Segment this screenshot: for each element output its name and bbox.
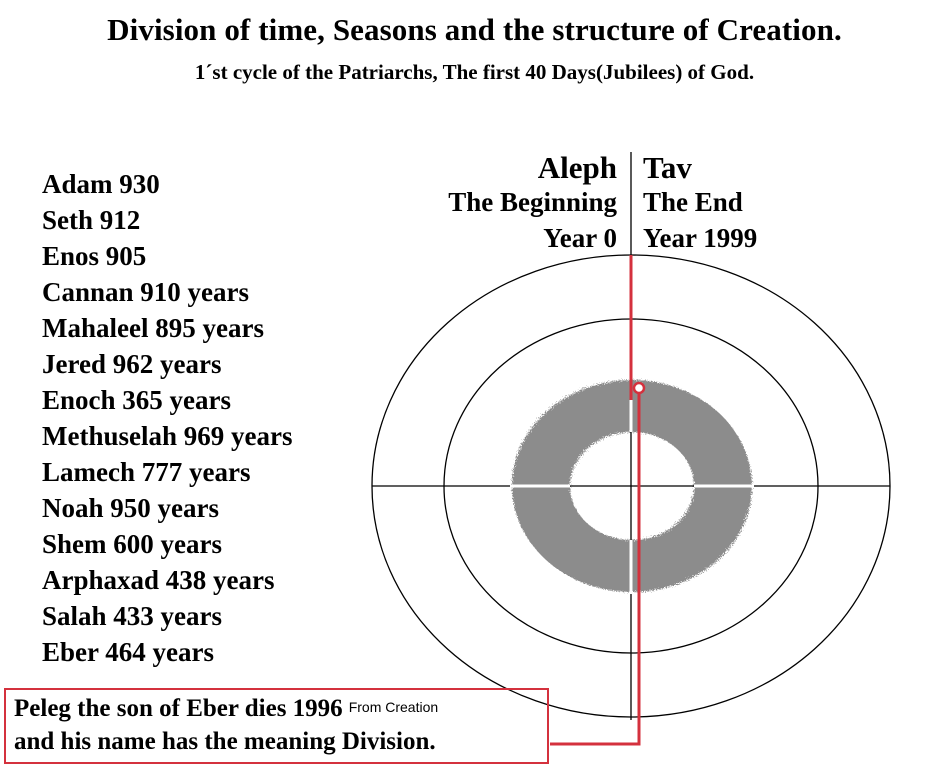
division-connector bbox=[550, 393, 641, 746]
patriarch-jered: Jered 962 years bbox=[42, 349, 222, 379]
tav-label: Tav bbox=[643, 150, 692, 185]
peleg-note-line1: Peleg the son of Eber dies 1996 From Crea… bbox=[14, 695, 438, 723]
aleph-label: Aleph bbox=[537, 150, 617, 185]
year-end-label: Year 1999 bbox=[643, 223, 758, 253]
beginning-label: The Beginning bbox=[448, 187, 617, 217]
patriarch-seth: Seth 912 bbox=[42, 205, 141, 235]
division-marker-dot bbox=[632, 381, 646, 395]
patriarch-enos: Enos 905 bbox=[42, 241, 147, 271]
patriarch-mahaleel: Mahaleel 895 years bbox=[42, 313, 264, 343]
patriarch-salah: Salah 433 years bbox=[42, 601, 223, 631]
patriarch-shem: Shem 600 years bbox=[42, 529, 222, 559]
patriarch-cannan: Cannan 910 years bbox=[42, 277, 250, 307]
year-start-label: Year 0 bbox=[543, 223, 617, 253]
from-creation-label: From Creation bbox=[348, 699, 439, 715]
patriarch-noah: Noah 950 years bbox=[42, 493, 219, 523]
patriarch-adam: Adam 930 bbox=[42, 169, 160, 199]
peleg-note-line2: and his name has the meaning Division. bbox=[14, 728, 436, 755]
patriarch-eber: Eber 464 years bbox=[42, 637, 214, 667]
gray-ring-band bbox=[512, 380, 752, 592]
patriarch-arphaxad: Arphaxad 438 years bbox=[42, 565, 275, 595]
patriarch-lamech: Lamech 777 years bbox=[42, 457, 251, 487]
peleg-note-box: Peleg the son of Eber dies 1996 From Crea… bbox=[4, 688, 549, 764]
page-title: Division of time, Seasons and the struct… bbox=[107, 12, 842, 47]
page-subtitle: 1´st cycle of the Patriarchs, The first … bbox=[194, 60, 755, 84]
peleg-death-text: Peleg the son of Eber dies 1996 bbox=[14, 695, 343, 722]
patriarch-methuselah: Methuselah 969 years bbox=[42, 421, 293, 451]
patriarch-list: Adam 930 Seth 912 Enos 905 Cannan 910 ye… bbox=[42, 166, 292, 670]
end-label: The End bbox=[643, 187, 743, 217]
patriarch-enoch: Enoch 365 years bbox=[42, 385, 231, 415]
